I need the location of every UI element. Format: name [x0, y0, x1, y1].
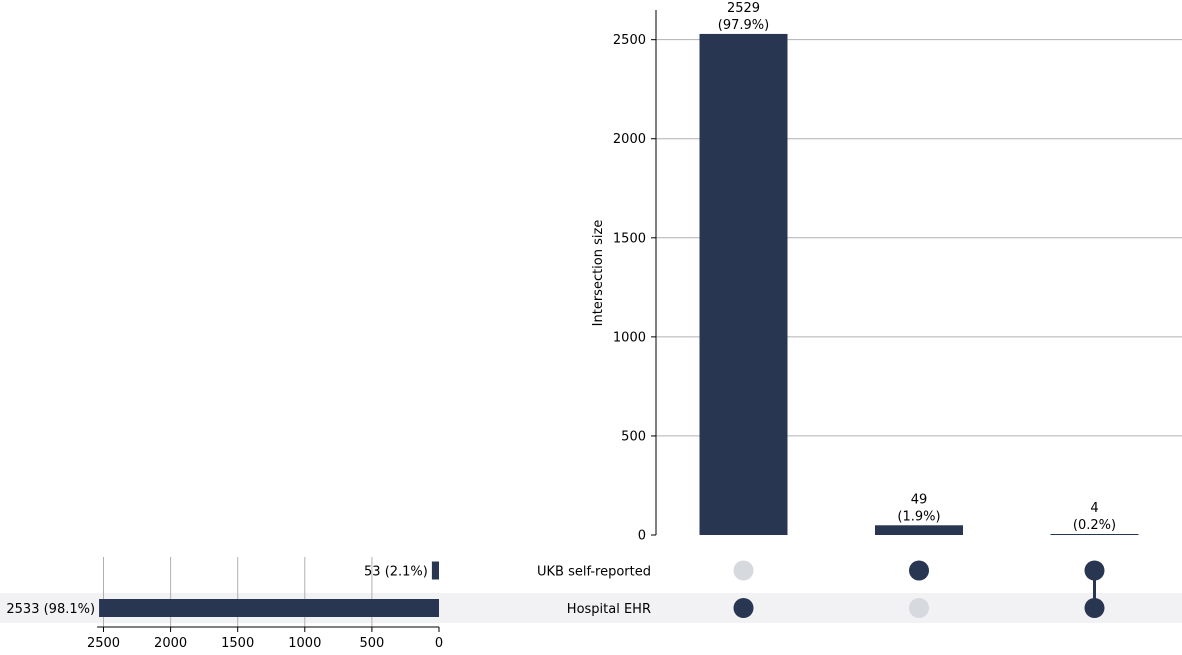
matrix-dot-inactive — [733, 560, 754, 581]
set-size-bar — [99, 599, 439, 617]
set-size-tick-label: 2500 — [87, 636, 120, 650]
intersection-bar — [1050, 534, 1139, 535]
set-size-label: 53 (2.1%) — [364, 565, 428, 580]
y-axis-label: Intersection size — [591, 220, 606, 327]
y-tick-label: 0 — [638, 529, 646, 544]
intersection-percent-label: (0.2%) — [1073, 518, 1116, 533]
y-tick-label: 500 — [621, 429, 646, 444]
set-name-label: Hospital EHR — [567, 602, 651, 617]
set-size-label: 2533 (98.1%) — [6, 602, 95, 617]
y-tick-label: 2000 — [613, 132, 646, 147]
intersection-percent-label: (1.9%) — [897, 509, 940, 524]
set-size-tick-label: 2000 — [154, 636, 187, 650]
y-tick-label: 1000 — [613, 330, 646, 345]
intersection-bar — [875, 525, 963, 535]
matrix-dot-active — [1084, 598, 1105, 618]
intersection-count-label: 2529 — [727, 1, 760, 16]
set-name-label: UKB self-reported — [537, 565, 651, 580]
set-size-tick-label: 1000 — [288, 636, 321, 650]
intersection-count-label: 4 — [1090, 501, 1098, 516]
set-size-tick-label: 0 — [435, 636, 443, 650]
intersection-count-label: 49 — [911, 492, 928, 507]
matrix-dot-active — [733, 598, 754, 618]
matrix-dot-inactive — [909, 598, 929, 618]
intersection-percent-label: (97.9%) — [718, 18, 769, 33]
matrix-dot-active — [909, 560, 929, 581]
set-size-tick-label: 500 — [359, 636, 384, 650]
set-size-bar — [431, 561, 439, 580]
y-tick-label: 2500 — [613, 33, 646, 48]
set-size-tick-label: 1500 — [221, 636, 254, 650]
intersection-bar — [699, 33, 788, 535]
matrix-dot-active — [1084, 560, 1105, 581]
y-tick-label: 1500 — [613, 231, 646, 246]
